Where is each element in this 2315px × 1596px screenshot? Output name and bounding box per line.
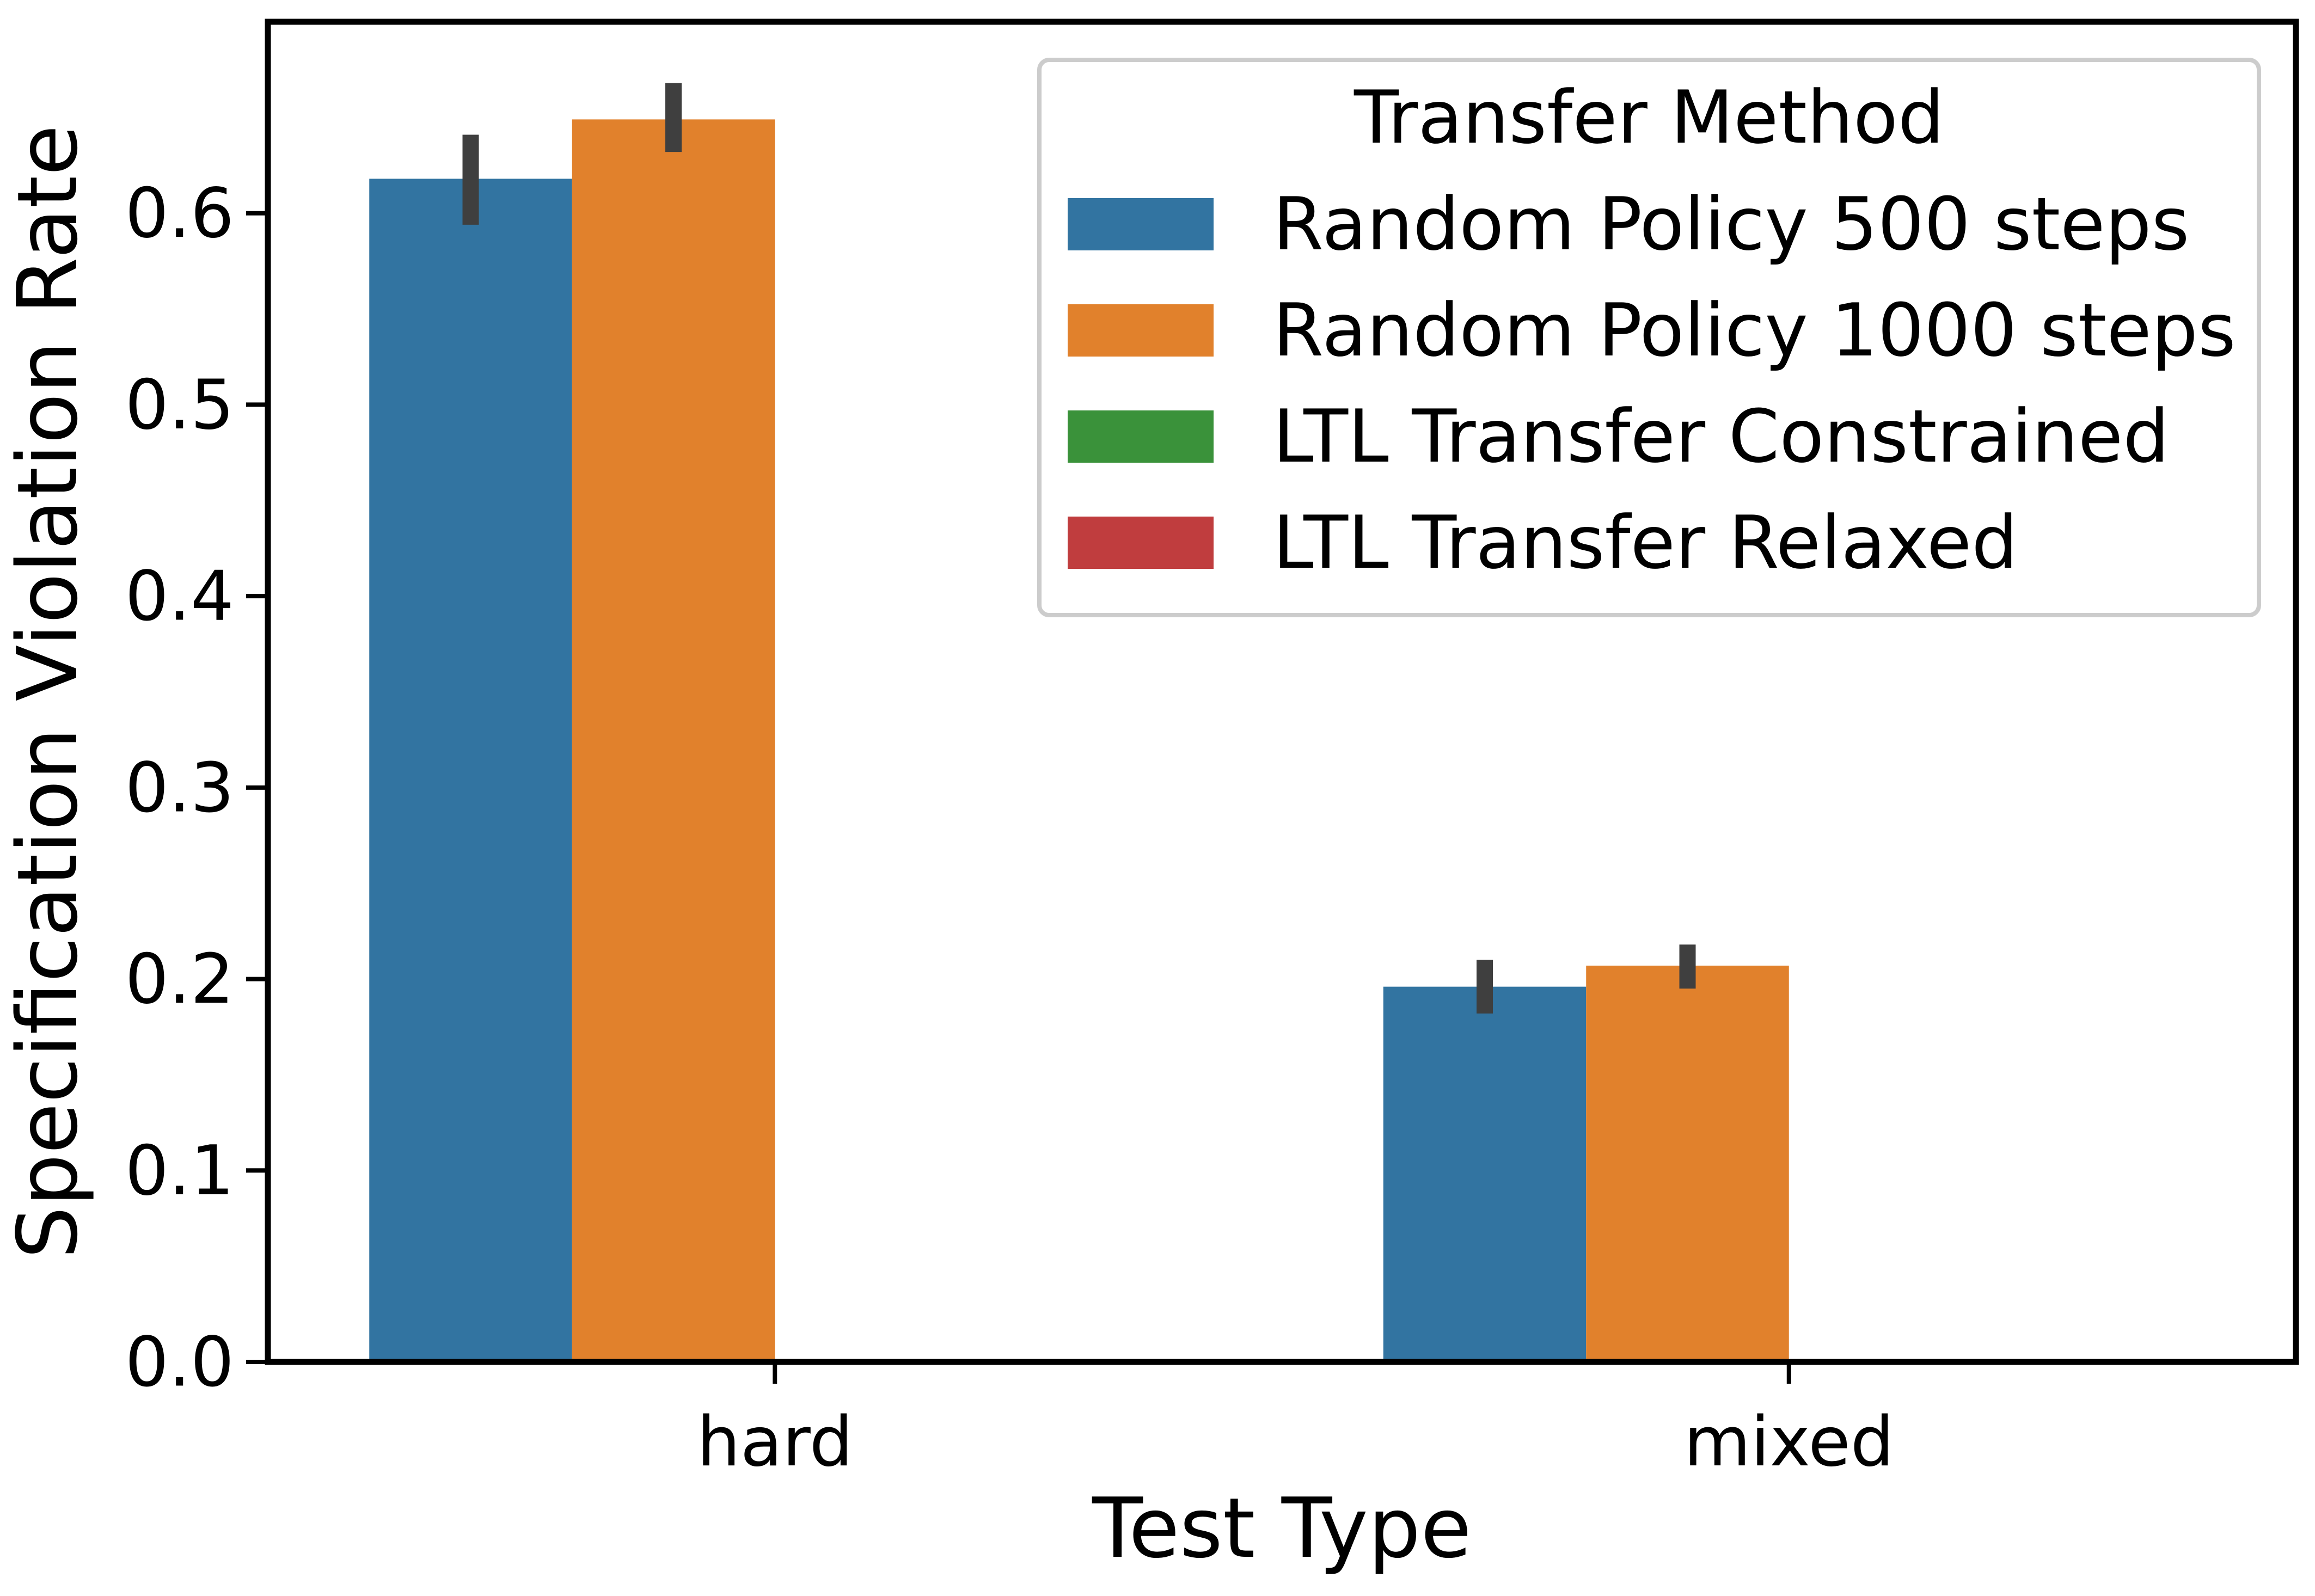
y-axis: 0.0 0.1 0.2 0.3 0.4 0.5 0.6 (125, 173, 268, 1402)
bars-group (369, 119, 1789, 1362)
legend-swatch-4 (1068, 517, 1214, 569)
error-bars-group (462, 83, 1696, 1014)
legend: Transfer Method Random Policy 500 stepsR… (1037, 58, 2261, 617)
bar-hard-series-1 (369, 179, 572, 1362)
y-tick-label: 0.6 (125, 173, 234, 253)
y-tick-label: 0.1 (125, 1131, 234, 1211)
legend-title: Transfer Method (1354, 75, 1944, 160)
y-tick-label: 0.3 (125, 747, 234, 827)
legend-label-2: Random Policy 1000 steps (1273, 288, 2236, 373)
x-axis-label: Test Type (1092, 1480, 1472, 1576)
legend-label-3: LTL Transfer Constrained (1273, 394, 2169, 479)
legend-swatch-1 (1068, 198, 1214, 250)
x-tick-label-mixed: mixed (1684, 1402, 1894, 1482)
legend-swatch-3 (1068, 410, 1214, 463)
legend-swatch-2 (1068, 304, 1214, 357)
legend-label-1: Random Policy 500 steps (1273, 182, 2189, 267)
y-tick-label: 0.4 (125, 556, 234, 636)
x-axis: hard mixed (697, 1362, 1894, 1482)
y-tick-label: 0.0 (125, 1322, 234, 1402)
bar-mixed-series-1 (1383, 986, 1587, 1362)
bar-mixed-series-2 (1586, 965, 1789, 1362)
plot-frame (265, 19, 2299, 1365)
y-tick-label: 0.5 (125, 365, 234, 445)
legend-box (1037, 58, 2261, 617)
legend-label-4: LTL Transfer Relaxed (1273, 500, 2018, 585)
y-axis-label: Specification Violation Rate (0, 125, 96, 1259)
y-tick-label: 0.2 (125, 939, 234, 1019)
bar-hard-series-2 (572, 119, 775, 1362)
legend-items: Random Policy 500 steps Random Policy 100… (1068, 182, 2236, 585)
x-tick-label-hard: hard (697, 1402, 853, 1482)
